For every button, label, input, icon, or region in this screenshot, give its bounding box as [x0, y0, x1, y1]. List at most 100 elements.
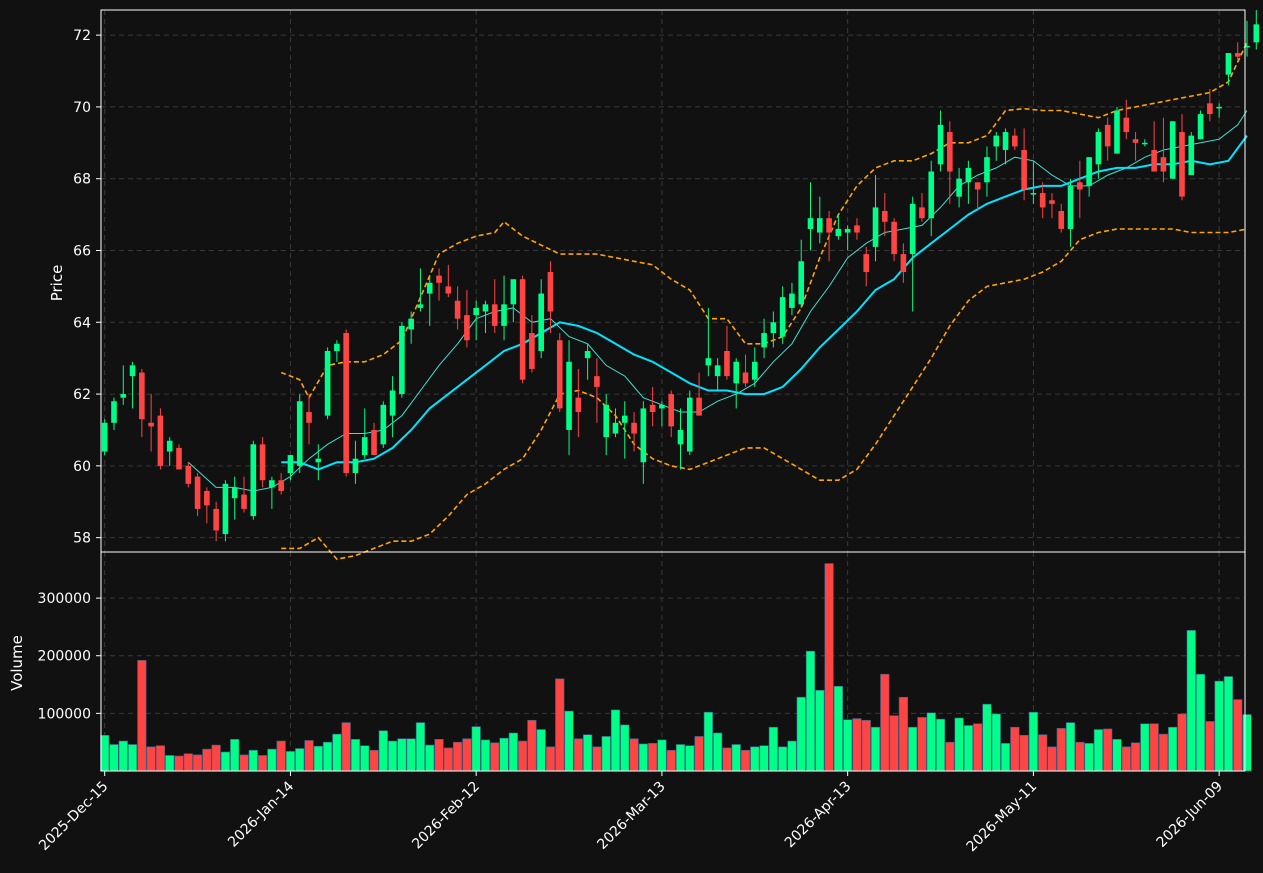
volume-bar: [852, 718, 862, 772]
volume-bar: [536, 729, 546, 772]
volume-bar: [750, 746, 760, 772]
volume-bar: [248, 749, 258, 772]
volume-bar: [443, 747, 453, 772]
candle-body: [761, 333, 767, 348]
candle-body: [854, 225, 860, 233]
candle-body: [222, 483, 229, 535]
volume-bar: [1242, 714, 1252, 772]
candle-body: [1142, 142, 1148, 145]
candle-body: [231, 487, 238, 499]
candle-body: [1002, 132, 1009, 150]
volume-bar: [1103, 728, 1113, 772]
volume-bar: [564, 710, 574, 772]
price-tick-label: 60: [73, 459, 91, 475]
candle-body: [194, 476, 201, 509]
volume-bar: [675, 744, 686, 772]
candle-body: [204, 490, 210, 506]
volume-bar: [1214, 680, 1224, 772]
volume-bar: [146, 746, 156, 772]
candle-body: [1086, 157, 1092, 186]
candle-body: [566, 361, 572, 430]
volume-bar: [350, 739, 361, 772]
candle-body: [139, 372, 145, 420]
price-tick-label: 68: [73, 172, 91, 188]
candle-body: [1021, 149, 1027, 190]
candle-body: [1253, 24, 1260, 43]
volume-bar: [833, 685, 843, 772]
volume-bar: [787, 740, 797, 772]
candle-body: [482, 304, 489, 312]
volume-bar: [629, 738, 639, 772]
candle-body: [649, 404, 656, 413]
volume-bar: [555, 678, 565, 772]
volume-bar: [545, 746, 556, 772]
volume-bar: [685, 745, 695, 772]
candle-body: [640, 408, 647, 463]
volume-bar: [165, 755, 175, 772]
candle-body: [324, 350, 331, 416]
volume-bar: [991, 713, 1001, 772]
candle-body: [584, 350, 591, 359]
volume-bar: [694, 736, 704, 772]
candle-body: [1049, 200, 1055, 204]
candle-body: [742, 372, 749, 384]
volume-bar: [759, 745, 769, 772]
candle-body: [120, 394, 127, 398]
volume-bar: [109, 744, 119, 772]
price-tick-label: 58: [73, 531, 91, 547]
candle-body: [1160, 157, 1167, 172]
volume-bar: [155, 745, 166, 772]
candle-body: [315, 458, 322, 463]
volume-bar: [610, 709, 621, 772]
candle-body: [1244, 45, 1250, 48]
volume-bar: [1056, 728, 1066, 772]
lower-band-line: [281, 228, 1248, 561]
candle-body: [686, 397, 693, 452]
volume-bar: [1112, 739, 1122, 772]
candle-body: [891, 221, 897, 255]
volume-bar: [471, 726, 481, 772]
volume-bar: [657, 739, 667, 772]
volume-bar: [1177, 713, 1187, 772]
volume-bar: [805, 650, 816, 772]
volume-bar: [713, 732, 723, 772]
candle-body: [1039, 193, 1046, 208]
candle-body: [1123, 117, 1130, 133]
candle-body: [909, 203, 916, 255]
candle-body: [974, 182, 981, 190]
candle-body: [491, 304, 498, 326]
volume-bar: [239, 754, 249, 772]
candle-body: [668, 394, 675, 427]
volume-tick-label: 100000: [38, 706, 91, 722]
volume-bar: [137, 660, 147, 772]
candle-body: [733, 361, 740, 384]
volume-bar: [861, 719, 871, 772]
volume-bar: [230, 739, 240, 772]
volume-bar: [1158, 733, 1169, 772]
candle-body: [612, 422, 619, 434]
candle-body: [278, 480, 284, 491]
volume-bar: [211, 744, 221, 772]
candle-body: [770, 322, 777, 334]
candle-body: [928, 171, 935, 219]
volume-bar: [527, 719, 537, 772]
volume-bar: [360, 745, 370, 772]
candle-body: [101, 422, 108, 452]
candle-body: [872, 207, 879, 247]
candle-body: [807, 218, 814, 229]
candle-body: [947, 132, 953, 172]
candle-body: [1077, 182, 1083, 190]
price-axis-ticks: 58 60 62 64 66 68 70 72: [73, 28, 101, 547]
candle-body: [529, 333, 535, 369]
volume-tick-label: 300000: [38, 591, 91, 607]
candle-body: [826, 218, 832, 233]
volume-bar: [285, 751, 296, 772]
volume-bar: [1130, 742, 1141, 772]
candle-body: [250, 444, 257, 517]
volume-bar: [369, 749, 379, 772]
volume-bar: [1205, 721, 1215, 772]
candle-body: [1151, 149, 1157, 172]
candle-body: [631, 422, 637, 434]
candle-body: [1216, 106, 1222, 109]
